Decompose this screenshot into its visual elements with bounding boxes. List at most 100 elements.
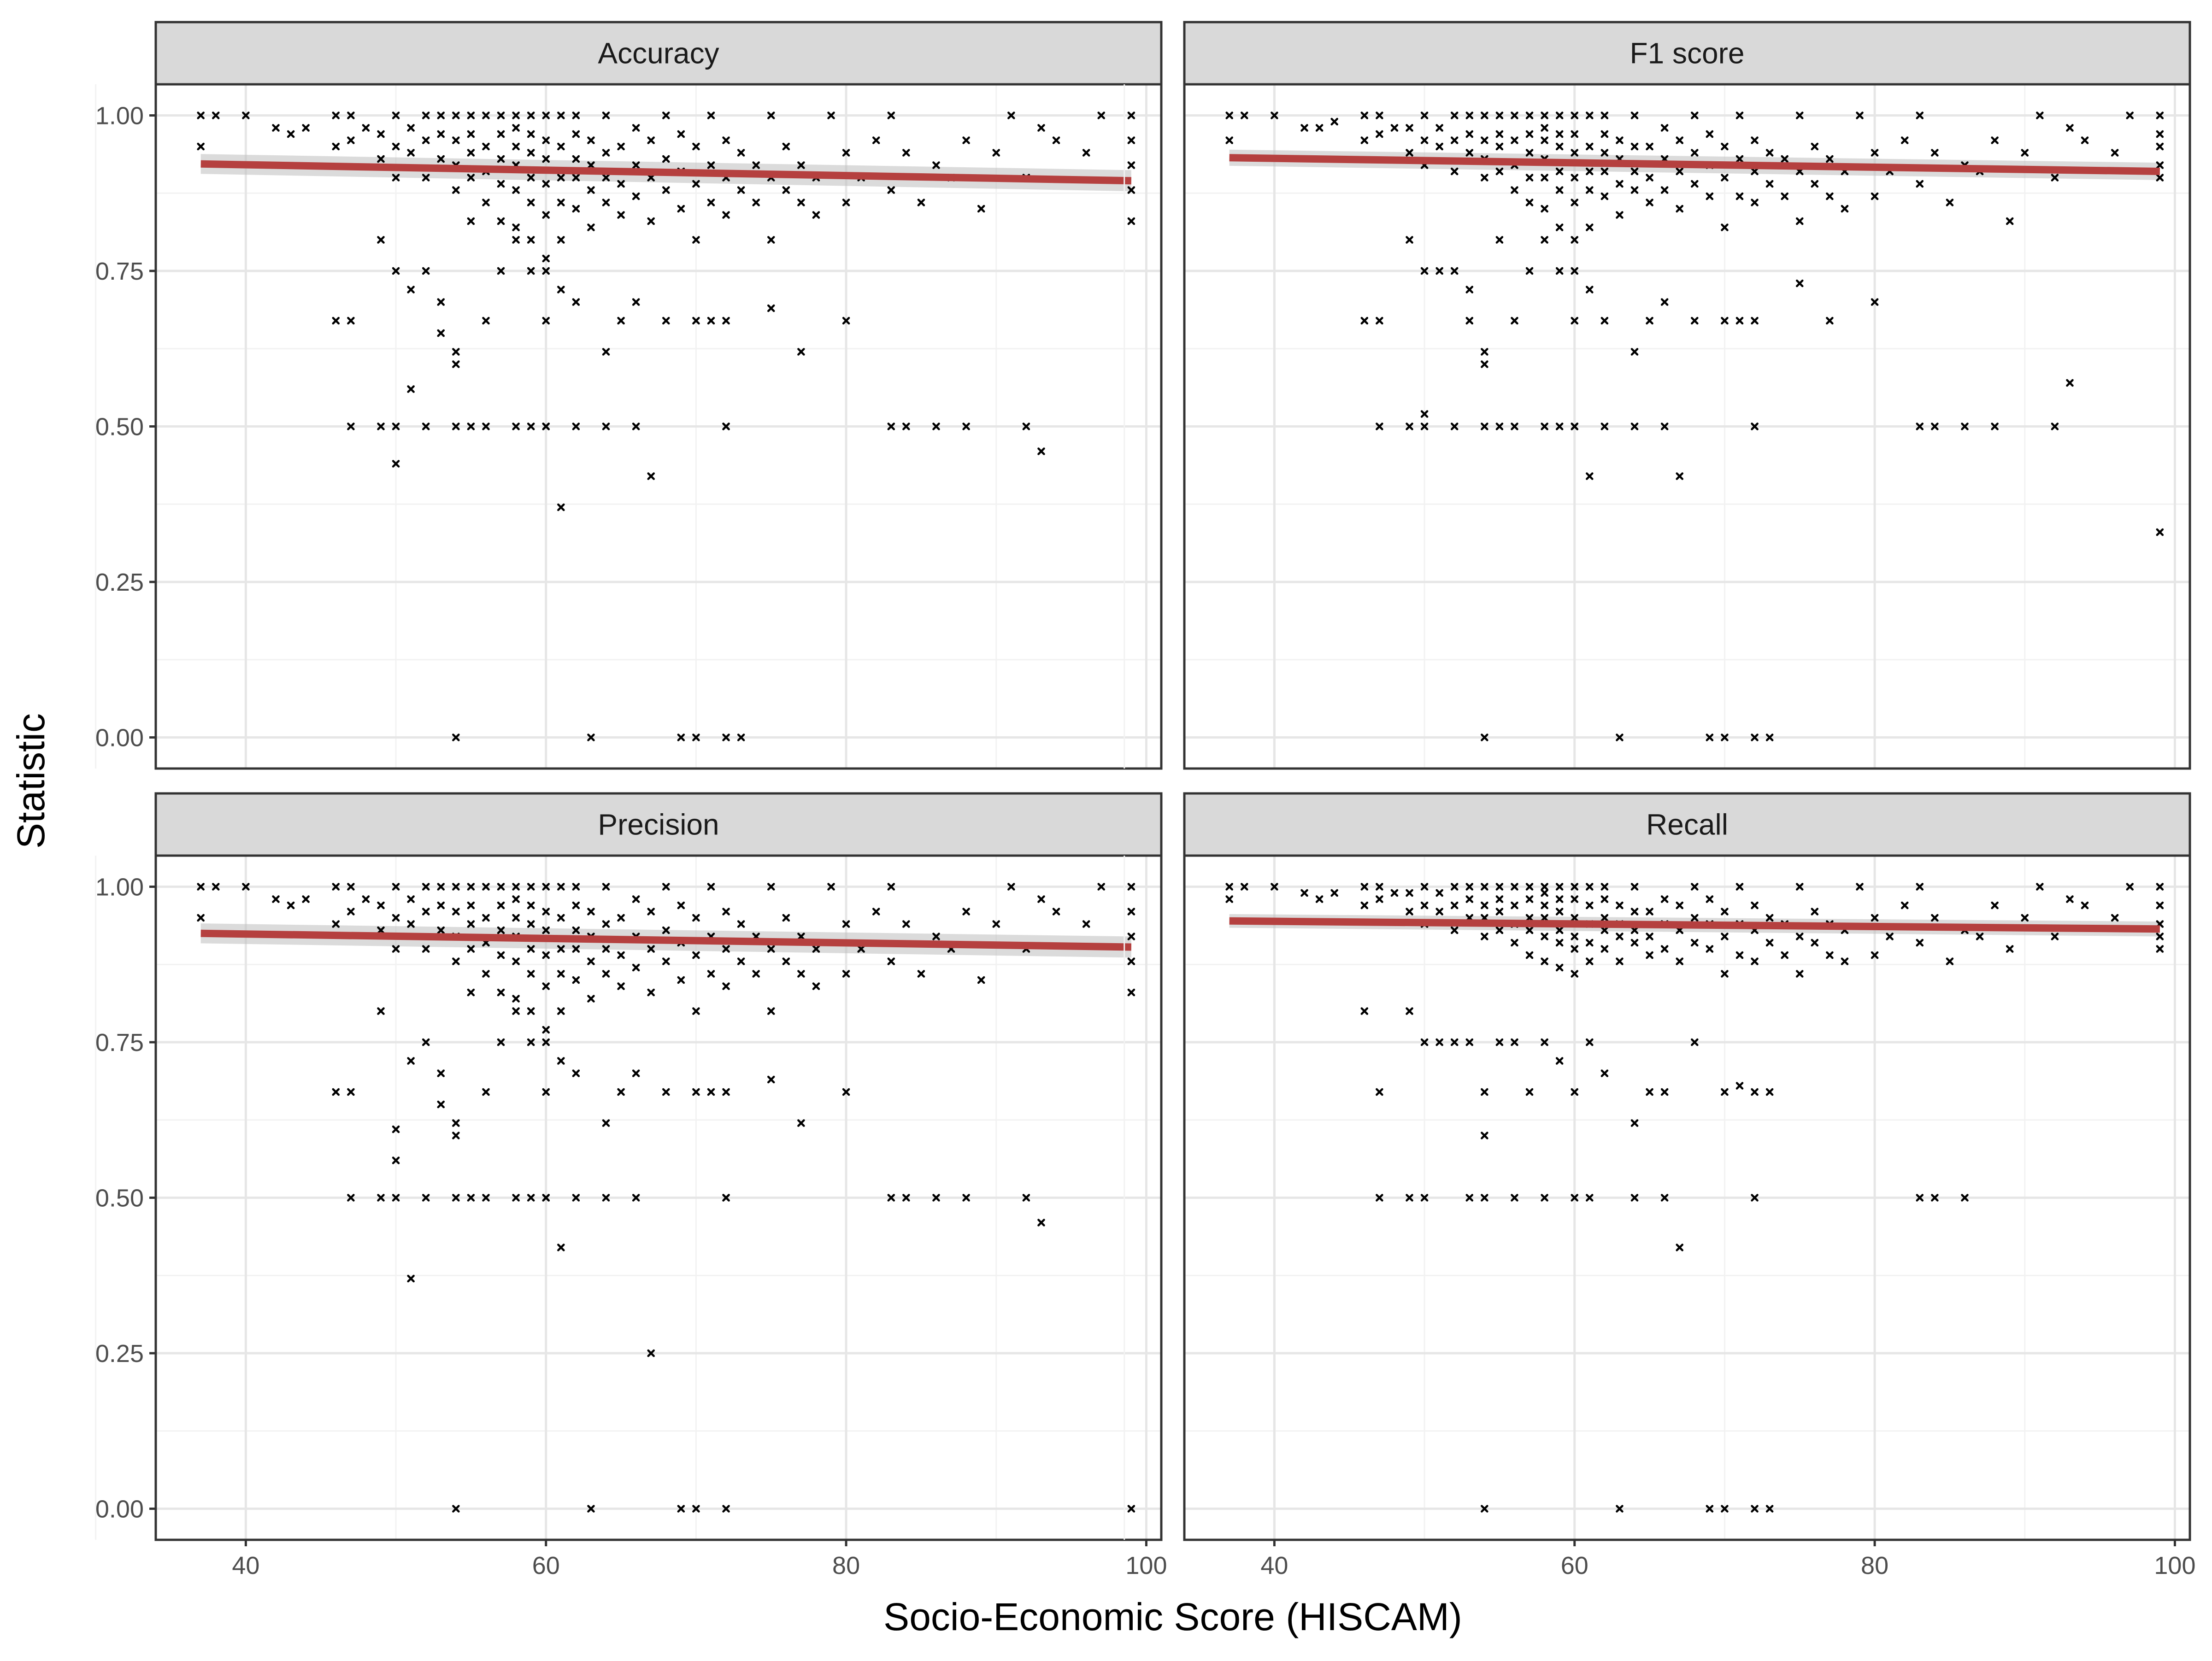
data-point [962, 1194, 970, 1202]
data-point [1600, 883, 1609, 891]
data-point [722, 945, 730, 953]
data-point [1961, 1194, 1969, 1202]
data-point [392, 914, 400, 922]
data-point [1127, 112, 1135, 119]
data-point [512, 223, 520, 231]
data-point [1495, 167, 1504, 176]
data-point [797, 161, 805, 169]
data-point [1691, 180, 1699, 188]
data-point [1360, 112, 1369, 119]
data-point [1630, 186, 1639, 194]
data-point [512, 186, 520, 194]
data-point [2066, 379, 2074, 387]
data-point [1541, 1194, 1548, 1202]
data-point [1481, 1505, 1488, 1513]
data-point [797, 970, 805, 978]
data-point [557, 112, 565, 119]
data-point [1871, 951, 1879, 959]
data-point [1751, 901, 1759, 910]
data-point [527, 920, 535, 928]
data-point [2021, 914, 2029, 922]
x-axis-title: Socio-Economic Score (HISCAM) [883, 1595, 1462, 1638]
data-point [1765, 1505, 1774, 1513]
data-point [287, 901, 295, 910]
data-point [1450, 167, 1459, 176]
data-point [527, 267, 535, 275]
data-point [602, 423, 610, 430]
data-point [557, 503, 565, 511]
data-point [1082, 920, 1090, 928]
data-point [2036, 112, 2044, 119]
data-point [572, 205, 580, 213]
data-point [1886, 933, 1894, 940]
data-point [1751, 957, 1759, 965]
data-point [347, 1088, 355, 1096]
data-point [1660, 945, 1669, 953]
data-point [452, 1132, 460, 1139]
data-point [407, 149, 415, 157]
data-point [272, 124, 280, 132]
data-point [407, 286, 415, 293]
data-point [1525, 895, 1534, 903]
data-point [1586, 939, 1594, 947]
data-point [917, 199, 925, 206]
data-point [2051, 933, 2059, 940]
data-point [527, 149, 535, 157]
data-point [527, 130, 535, 138]
data-point [392, 883, 400, 891]
data-point [1765, 734, 1774, 741]
data-point [1525, 199, 1534, 206]
data-point [527, 236, 535, 244]
data-point [347, 136, 355, 144]
data-point [1600, 914, 1609, 922]
data-point [632, 161, 640, 169]
data-point [1481, 1132, 1488, 1139]
data-point [542, 317, 550, 325]
data-point [1796, 112, 1804, 119]
data-point [1541, 889, 1548, 897]
data-point [1586, 286, 1594, 293]
data-point [1676, 957, 1683, 965]
data-point [1435, 124, 1443, 132]
data-point [1571, 112, 1578, 119]
data-point [722, 1194, 730, 1202]
data-point [1765, 1088, 1774, 1096]
data-point [722, 1505, 730, 1513]
data-point [1691, 914, 1699, 922]
data-point [782, 142, 790, 151]
data-point [632, 192, 640, 200]
data-point [782, 914, 790, 922]
data-point [497, 267, 505, 275]
data-point [407, 1274, 415, 1283]
data-point [1600, 945, 1609, 953]
data-point [1826, 155, 1834, 163]
data-point [2126, 883, 2134, 891]
data-point [302, 895, 310, 903]
data-point [1022, 1194, 1030, 1202]
data-point [737, 920, 745, 928]
data-point [1511, 317, 1518, 325]
data-point [392, 423, 400, 430]
data-point [542, 926, 550, 934]
data-point [932, 423, 940, 430]
data-point [1571, 267, 1578, 275]
data-point [1465, 1038, 1474, 1046]
data-point [1796, 217, 1804, 225]
data-point [452, 957, 460, 965]
data-point [1571, 933, 1578, 940]
data-point [527, 901, 535, 910]
data-point [407, 385, 415, 393]
y-axis-title: Statistic [9, 713, 53, 849]
data-point [1751, 734, 1759, 741]
scatter-points [197, 112, 1135, 741]
data-point [1511, 883, 1518, 891]
data-point [1481, 348, 1488, 356]
data-point [557, 174, 565, 182]
data-point [1406, 889, 1413, 897]
data-point [587, 908, 595, 916]
data-point [1751, 1194, 1759, 1202]
data-point [542, 136, 550, 144]
y-tick-label: 0.75 [95, 1029, 144, 1056]
data-point [1900, 901, 1909, 910]
data-point [1450, 926, 1459, 934]
